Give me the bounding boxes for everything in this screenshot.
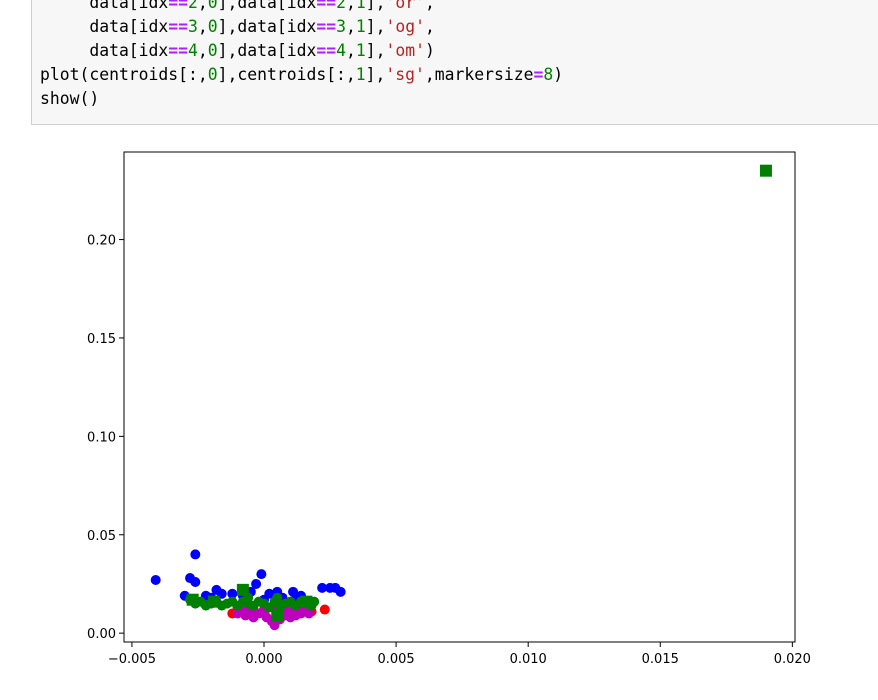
code-token: 8 xyxy=(543,65,554,84)
data-point-blue xyxy=(190,549,201,560)
x-tick-label: 0.005 xyxy=(377,652,414,667)
centroid-marker xyxy=(759,164,772,177)
code-token: , xyxy=(345,17,356,36)
data-point-blue xyxy=(150,575,161,586)
code-cell-input[interactable] xyxy=(31,0,878,125)
x-tick-label: −0.005 xyxy=(108,652,156,667)
data-point-blue xyxy=(227,588,238,599)
x-tick-label: 0.010 xyxy=(510,652,547,667)
code-token: ],data[idx xyxy=(217,41,317,60)
data-point-blue xyxy=(190,576,201,587)
code-editor[interactable]: data[idx==2,0],data[idx==2,1],'or', data… xyxy=(40,0,563,111)
code-token: , xyxy=(424,0,435,12)
data-point-blue xyxy=(288,586,299,597)
code-token: ,markersize xyxy=(424,65,534,84)
x-tick-label: 0.000 xyxy=(245,652,282,667)
code-token: , xyxy=(197,0,208,12)
code-line: plot(centroids[:,0],centroids[:,1],'sg',… xyxy=(40,63,563,87)
code-token: 4 xyxy=(188,41,198,60)
code-token: ],data[idx xyxy=(217,17,317,36)
code-token: 0 xyxy=(207,17,218,36)
code-token: 1 xyxy=(355,17,366,36)
centroid-marker xyxy=(236,583,249,596)
code-token: , xyxy=(424,17,435,36)
code-token: == xyxy=(316,0,337,12)
code-token: = xyxy=(533,65,544,84)
code-token: == xyxy=(168,0,189,12)
code-token: ], xyxy=(365,41,386,60)
cell-output-plot: −0.005 0.000 0.005 0.010 0.015 0.020 0.00 0.05 0… xyxy=(0,130,878,696)
code-token: , xyxy=(197,41,208,60)
code-token: 2 xyxy=(188,0,198,12)
code-token: 'or' xyxy=(385,0,425,12)
code-token: 0 xyxy=(207,65,218,84)
code-token: , xyxy=(197,17,208,36)
code-token: ], xyxy=(365,65,386,84)
scatter-chart: −0.005 0.000 0.005 0.010 0.015 0.020 0.00 0.05 0… xyxy=(87,151,811,667)
y-tick-label: 0.10 xyxy=(87,430,116,445)
code-token: 'sg' xyxy=(385,65,425,84)
code-token: 1 xyxy=(355,0,366,12)
data-point-blue xyxy=(256,569,267,580)
data-point-blue xyxy=(317,582,328,593)
code-token: , xyxy=(345,0,356,12)
data-point-blue xyxy=(251,578,262,589)
code-token: == xyxy=(168,41,189,60)
code-token: ) xyxy=(553,65,564,84)
code-token: ],data[idx xyxy=(217,0,317,12)
code-token: == xyxy=(316,41,337,60)
code-token: data[idx xyxy=(40,0,169,12)
plot-frame xyxy=(123,151,796,643)
data-point-blue xyxy=(335,586,346,597)
code-token: ], xyxy=(365,0,386,12)
x-tick-label: 0.015 xyxy=(642,652,679,667)
data-point-red xyxy=(319,604,330,615)
code-token: ], xyxy=(365,17,386,36)
code-token: show() xyxy=(40,89,100,108)
code-line: show() xyxy=(40,87,563,111)
code-token: ],centroids[:, xyxy=(217,65,356,84)
y-tick-label: 0.05 xyxy=(87,529,116,544)
code-token: plot(centroids[:, xyxy=(40,65,208,84)
code-token: 4 xyxy=(336,41,346,60)
code-token: == xyxy=(316,17,337,36)
data-point-green xyxy=(272,592,283,603)
code-token: data[idx xyxy=(40,41,169,60)
centroid-marker xyxy=(186,593,199,606)
code-token: 0 xyxy=(207,41,218,60)
y-tick-label: 0.20 xyxy=(87,234,116,249)
code-line: data[idx==3,0],data[idx==3,1],'og', xyxy=(40,15,563,39)
code-token: 2 xyxy=(336,0,346,12)
centroid-marker xyxy=(271,609,284,622)
y-tick-label: 0.00 xyxy=(87,627,116,642)
centroid-marker xyxy=(300,595,313,608)
code-token: data[idx xyxy=(40,17,169,36)
code-token: ) xyxy=(424,41,435,60)
code-token: 0 xyxy=(207,0,218,12)
code-line: data[idx==2,0],data[idx==2,1],'or', xyxy=(40,0,563,15)
centroid-marker xyxy=(207,595,220,608)
y-tick-label: 0.15 xyxy=(87,332,116,347)
code-token: 3 xyxy=(336,17,346,36)
code-token: == xyxy=(168,17,189,36)
code-token: 'om' xyxy=(385,41,425,60)
code-token: 'og' xyxy=(385,17,425,36)
code-line: data[idx==4,0],data[idx==4,1],'om') xyxy=(40,39,563,63)
code-token: , xyxy=(345,41,356,60)
code-token: 1 xyxy=(355,41,366,60)
code-token: 3 xyxy=(188,17,198,36)
x-tick-label: 0.020 xyxy=(774,652,811,667)
code-token: 1 xyxy=(355,65,366,84)
